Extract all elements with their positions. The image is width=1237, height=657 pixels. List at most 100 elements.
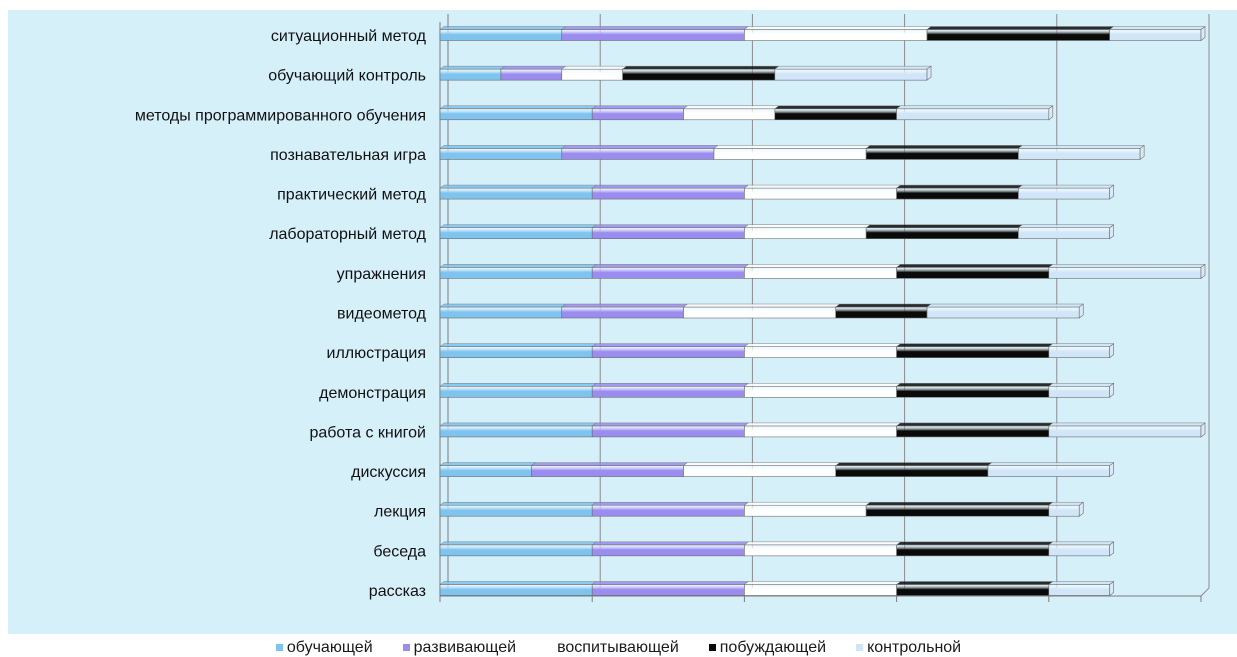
bar-segment	[439, 501, 597, 517]
legend-swatch	[708, 644, 716, 651]
bar-segment-top	[591, 501, 750, 506]
bar-segment-front	[561, 29, 745, 41]
bar-segment	[561, 65, 628, 81]
bar-segment	[926, 26, 1115, 41]
bar-segment-front	[896, 267, 1050, 279]
bar-segment-front	[439, 465, 532, 477]
bar-segment	[439, 541, 597, 557]
bar-segment	[439, 26, 567, 41]
bar-segment-front	[774, 68, 928, 81]
bar-segment	[865, 501, 1054, 517]
bar-segment-front	[744, 346, 897, 358]
bar-segment-front	[896, 425, 1050, 438]
bar-segment	[591, 184, 750, 200]
bar-segment-top	[682, 303, 841, 308]
bar-segment	[1017, 145, 1145, 160]
bar-segment	[743, 26, 932, 41]
legend-label: обучающей	[286, 638, 373, 656]
bar-segment	[1017, 224, 1115, 240]
bar-segment-front	[439, 584, 593, 596]
bar-segment-top	[743, 184, 902, 189]
bar-segment	[1048, 581, 1115, 596]
bar-segment-top	[439, 541, 597, 546]
bar-segment-top	[682, 462, 841, 466]
bar-segment-top	[743, 26, 932, 30]
bar-end-cap	[1109, 541, 1114, 557]
bar-segment	[682, 105, 780, 121]
bar-segment-top	[439, 65, 506, 70]
bar-segment	[561, 303, 689, 319]
bar-segment-front	[1048, 544, 1110, 557]
bar-segment	[591, 383, 750, 398]
bar-segment-front	[591, 108, 684, 121]
bar-segment	[439, 65, 506, 81]
bar-segment	[865, 145, 1024, 160]
bar-segment	[591, 581, 750, 596]
bar-segment-front	[531, 465, 684, 477]
legend-label: контрольной	[867, 638, 962, 656]
category-label: упражнения	[337, 266, 426, 283]
category-label: методы программированного обучения	[135, 107, 426, 124]
bar-segment-top	[439, 501, 597, 506]
legend-swatch	[546, 644, 553, 651]
bar-segment-top	[530, 462, 689, 466]
bar-segment	[895, 422, 1054, 438]
gridline-floor	[1200, 587, 1210, 597]
bar-segment-front	[744, 227, 867, 240]
bar-segment	[439, 462, 537, 477]
bar-segment-top	[895, 422, 1054, 427]
category-label: дискуссия	[351, 464, 426, 481]
bar-segment-top	[439, 343, 597, 347]
bar-segment-top	[591, 343, 750, 347]
bar-segment	[895, 581, 1054, 596]
bar-segment-top	[1108, 26, 1206, 30]
category-label: работа с книгой	[309, 424, 426, 441]
bar-segment	[439, 343, 597, 358]
bar-segment-front	[744, 425, 897, 438]
bar-segment	[865, 224, 1024, 240]
bar-segment-front	[896, 108, 1050, 121]
bar-segment-front	[744, 385, 897, 398]
bar-segment-front	[926, 29, 1110, 41]
bar-segment-front	[439, 425, 593, 438]
bar-segment	[530, 462, 689, 477]
bar-segment-front	[1048, 346, 1110, 358]
bar-segment-top	[1048, 541, 1115, 546]
bar-segment	[621, 65, 780, 81]
bar-end-cap	[1109, 461, 1114, 478]
bar-segment-top	[439, 422, 597, 427]
bar-segment-front	[744, 187, 897, 200]
bar-segment	[439, 105, 597, 121]
bar-segment-top	[561, 65, 628, 70]
bar-segment-front	[865, 504, 1050, 517]
bar-segment-front	[1048, 425, 1202, 438]
bar-segment-front	[591, 504, 745, 517]
bar-segment	[1048, 501, 1084, 517]
bar-segment-top	[1048, 501, 1084, 506]
bar-segment-front	[744, 544, 897, 557]
bar-segment-front	[987, 465, 1110, 477]
category-label: лекция	[374, 504, 426, 521]
bar-segment-top	[591, 581, 750, 585]
bar-segment-top	[895, 343, 1054, 347]
bar-segment-front	[1048, 504, 1080, 517]
bar-segment	[895, 383, 1054, 398]
bar-segment-top	[926, 303, 1084, 308]
bar-segment	[591, 501, 750, 517]
bar-segment-top	[591, 541, 750, 546]
bar-segment	[774, 105, 902, 121]
bar-segment-front	[439, 187, 593, 200]
bar-segment-top	[926, 26, 1115, 30]
legend-label: побуждающей	[719, 638, 827, 656]
bar-segment	[743, 184, 902, 200]
bar-segment-front	[439, 385, 593, 398]
bar-segment	[591, 224, 750, 240]
legend-swatch	[402, 644, 410, 651]
legend-item: развивающей	[402, 639, 516, 657]
bars	[439, 25, 1206, 597]
bar-segment-top	[895, 264, 1054, 268]
bar-segment	[743, 264, 902, 279]
chart-area: ситуационный метод обучающий контроль мето…	[8, 10, 1237, 634]
bar-segment	[895, 541, 1054, 557]
bar-segment-front	[774, 108, 897, 121]
